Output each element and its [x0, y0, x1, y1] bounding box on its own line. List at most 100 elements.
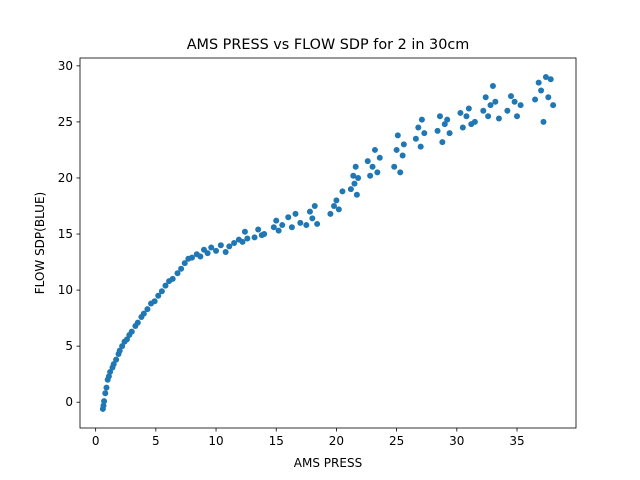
point [128, 328, 135, 335]
point [482, 94, 489, 101]
point [231, 240, 238, 246]
y-axis-label: FLOW SDP(BLUE) [33, 192, 47, 294]
point [311, 203, 318, 209]
point [517, 102, 524, 109]
point [397, 169, 404, 176]
point [297, 219, 304, 226]
point [285, 214, 292, 221]
point [485, 113, 492, 120]
point [418, 116, 425, 123]
point [217, 242, 224, 249]
point [110, 361, 117, 368]
point [538, 87, 545, 94]
point [144, 306, 151, 313]
point [116, 347, 123, 354]
y-tick-label: 0 [65, 395, 73, 409]
point [100, 402, 107, 409]
point [174, 270, 181, 277]
axes-frame [79, 57, 577, 429]
point [459, 124, 466, 131]
point [275, 227, 282, 234]
y-tick-label: 30 [58, 59, 73, 73]
point [480, 107, 487, 114]
point [444, 116, 451, 123]
x-axis-label: AMS PRESS [294, 456, 362, 470]
point [309, 215, 316, 222]
point [412, 135, 419, 142]
point [351, 180, 358, 187]
point [241, 228, 248, 235]
point [158, 288, 165, 295]
point [463, 113, 470, 120]
point [446, 130, 453, 137]
x-tick-label: 10 [208, 434, 223, 448]
point [222, 248, 229, 255]
x-tick-label: 25 [389, 434, 404, 448]
point [545, 94, 552, 101]
point [504, 107, 511, 114]
point [113, 356, 120, 363]
point [251, 234, 258, 241]
point [391, 163, 398, 170]
point [367, 172, 374, 179]
y-tick-label: 20 [58, 171, 73, 185]
point [101, 398, 108, 405]
plot-area [99, 74, 557, 412]
point [436, 113, 443, 120]
point [415, 124, 422, 131]
point [169, 275, 176, 282]
point [288, 224, 295, 231]
point [441, 121, 448, 128]
point [103, 384, 110, 391]
point [364, 158, 371, 165]
point [394, 132, 401, 139]
point [292, 210, 299, 217]
point [102, 390, 109, 397]
point [178, 265, 185, 272]
point [151, 298, 158, 305]
point [393, 146, 400, 153]
point [333, 197, 340, 204]
point [188, 254, 195, 261]
point [540, 118, 547, 125]
point [335, 206, 342, 213]
point [181, 260, 188, 267]
x-tick-label: 20 [329, 434, 344, 448]
point [273, 217, 280, 224]
point [374, 169, 381, 176]
point [535, 79, 542, 86]
point [371, 146, 378, 153]
point [347, 186, 354, 193]
x-tick-label: 15 [269, 434, 284, 448]
point [355, 174, 362, 181]
point [134, 319, 141, 326]
x-tick-label: 0 [92, 434, 100, 448]
point [489, 83, 496, 90]
point [399, 152, 406, 159]
point [270, 224, 277, 231]
point [353, 191, 360, 198]
point [162, 282, 169, 289]
point [550, 102, 557, 109]
chart-title: AMS PRESS vs FLOW SDP for 2 in 30cm [187, 37, 470, 53]
point [465, 105, 472, 112]
point [155, 292, 162, 299]
point [244, 235, 251, 242]
point [197, 253, 204, 260]
x-tick-label: 30 [449, 434, 464, 448]
point [327, 210, 334, 217]
point [471, 118, 478, 125]
y-tick-label: 25 [58, 115, 73, 129]
y-tick-label: 10 [58, 283, 73, 297]
point [434, 127, 441, 134]
x-tick-label: 35 [509, 434, 524, 448]
point [339, 188, 346, 195]
point [255, 226, 262, 233]
point [495, 115, 502, 122]
point [239, 238, 246, 245]
point [119, 343, 126, 350]
point [532, 96, 539, 103]
y-tick-label: 15 [58, 227, 73, 241]
point [511, 98, 518, 105]
x-tick-label: 5 [152, 434, 160, 448]
